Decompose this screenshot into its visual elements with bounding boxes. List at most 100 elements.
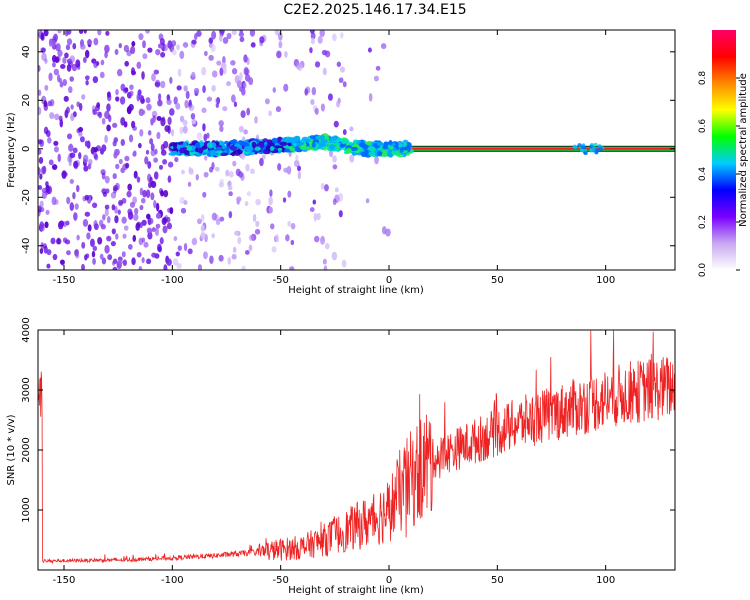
noise-cell	[337, 97, 341, 104]
noise-cell	[211, 212, 217, 221]
noise-cell	[73, 160, 78, 169]
noise-cell	[228, 171, 234, 178]
noise-cell	[157, 246, 162, 253]
noise-cell	[295, 154, 299, 162]
colorbar-tick-label: 0.0	[698, 263, 708, 278]
signal-cell	[192, 151, 197, 155]
noise-cell	[106, 93, 112, 102]
noise-cell	[120, 139, 126, 147]
colorbar-gradient	[712, 30, 736, 270]
noise-cell	[69, 55, 76, 63]
noise-cell	[70, 113, 75, 122]
noise-cell	[218, 254, 224, 262]
noise-cell	[66, 250, 71, 256]
noise-cell	[222, 106, 228, 112]
noise-cell	[187, 181, 192, 187]
noise-cell	[57, 49, 63, 57]
signal-cell	[350, 146, 359, 151]
noise-cell	[175, 102, 181, 110]
signal-cell	[197, 147, 204, 153]
noise-cell	[112, 173, 117, 180]
noise-cell	[275, 234, 280, 243]
noise-cell	[149, 138, 154, 145]
noise-cell	[121, 251, 126, 258]
noise-cell	[162, 225, 168, 234]
noise-cell	[131, 257, 136, 266]
noise-cell	[218, 120, 224, 127]
noise-cell	[219, 67, 224, 76]
noise-cell	[126, 190, 132, 198]
noise-cell	[136, 93, 140, 102]
signal-cell	[383, 141, 389, 147]
noise-cell	[153, 171, 159, 180]
noise-cell	[174, 157, 179, 163]
noise-cell	[296, 165, 302, 172]
noise-cell	[204, 50, 208, 57]
noise-cell	[255, 198, 261, 206]
x-tick-label: -150	[53, 575, 76, 586]
signal-cell	[309, 135, 316, 139]
noise-cell	[227, 185, 233, 191]
noise-cell	[271, 246, 277, 253]
signal-cell	[273, 138, 278, 143]
noise-cell	[196, 218, 202, 225]
noise-cell	[43, 126, 49, 135]
noise-cell	[60, 63, 66, 70]
noise-cell	[115, 163, 120, 170]
noise-cell	[367, 47, 372, 53]
noise-cell	[138, 237, 144, 246]
noise-cell	[191, 39, 197, 45]
noise-cell	[124, 60, 130, 67]
noise-cell	[176, 85, 182, 91]
noise-cell	[142, 53, 148, 60]
noise-cell	[115, 96, 120, 102]
noise-cell	[92, 245, 98, 252]
noise-cell	[112, 122, 118, 128]
noise-cell	[201, 107, 207, 114]
noise-cell	[104, 44, 110, 54]
noise-cell	[235, 168, 241, 177]
noise-cell	[145, 30, 150, 34]
noise-cell	[125, 162, 130, 169]
signal-line-red	[363, 147, 675, 150]
noise-cell	[69, 179, 75, 184]
signal-cell	[195, 152, 202, 157]
noise-cell	[72, 191, 76, 200]
noise-cell	[66, 133, 73, 140]
noise-cell	[201, 213, 205, 222]
noise-cell	[83, 30, 87, 34]
noise-cell	[163, 264, 168, 270]
signal-cell	[291, 138, 299, 144]
noise-cell	[132, 234, 137, 242]
noise-cell	[150, 117, 155, 124]
signal-cell	[172, 143, 178, 149]
y-tick-label: 40	[21, 45, 32, 58]
noise-cell	[188, 168, 194, 175]
noise-cell	[166, 222, 173, 230]
noise-cell	[180, 207, 187, 214]
y-tick-label: -20	[21, 189, 32, 205]
x-tick-label: -50	[272, 575, 288, 586]
noise-cell	[39, 248, 44, 254]
noise-cell	[137, 142, 142, 149]
noise-cell	[38, 65, 41, 72]
noise-cell	[156, 131, 161, 140]
noise-cell	[188, 99, 192, 107]
noise-cell	[104, 208, 109, 217]
signal-cell	[270, 146, 275, 152]
y-tick-label: 0	[21, 146, 32, 152]
noise-cell	[138, 33, 144, 41]
noise-cell	[202, 85, 206, 93]
noise-cell	[43, 30, 49, 37]
noise-cell	[82, 56, 87, 64]
x-tick-label: 0	[386, 575, 392, 586]
x-tick-label: 100	[596, 575, 615, 586]
noise-cell	[331, 251, 338, 261]
noise-cell	[163, 189, 169, 198]
noise-cell	[114, 148, 119, 156]
signal-cell	[333, 142, 342, 147]
noise-cell	[166, 258, 172, 266]
signal-cell	[345, 139, 350, 144]
noise-cell	[56, 237, 61, 245]
snr-x-ticks: -150 -100 -50 0 50 100	[53, 330, 615, 586]
